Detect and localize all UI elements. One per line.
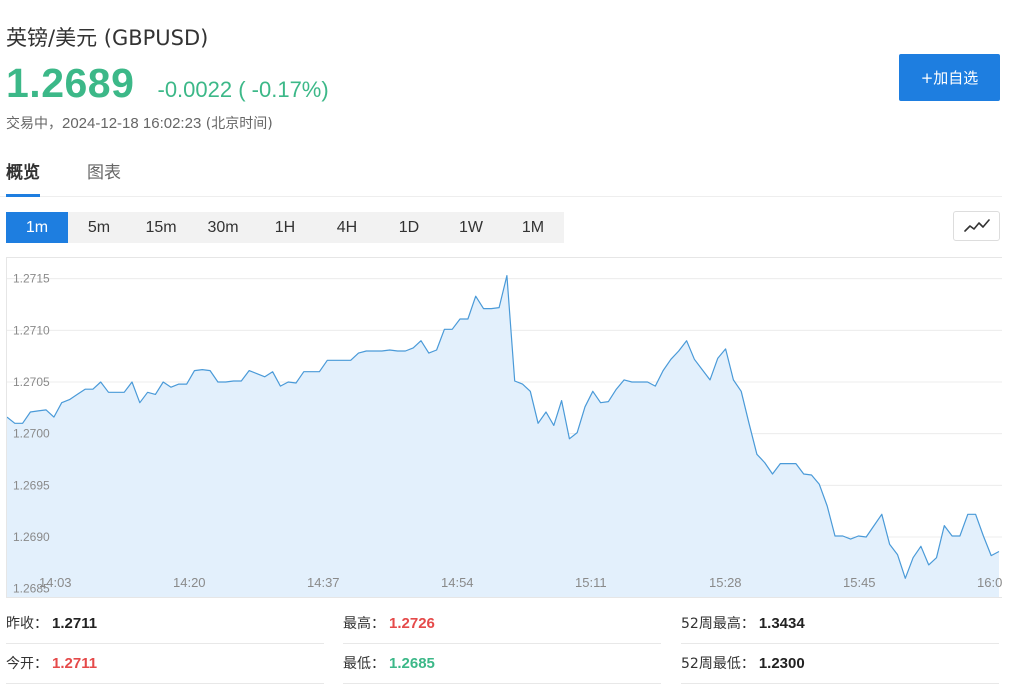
- x-tick-label: 15:28: [709, 575, 742, 590]
- x-tick-label: 14:37: [307, 575, 340, 590]
- period-4h[interactable]: 4H: [336, 218, 358, 236]
- x-tick-label: 16:0: [977, 575, 1002, 590]
- status-timestamp: 2024-12-18 16:02:23: [62, 115, 202, 132]
- stat-label: 52周最低：: [681, 656, 755, 672]
- stat-52w-high: 52周最高： 1.3434: [681, 604, 999, 644]
- stat-open: 今开： 1.2711: [6, 644, 324, 684]
- x-tick-label: 14:54: [441, 575, 474, 590]
- price-chart-svg: 1.2685 1.2690 1.2695 1.2700 1.2705 1.2710 1.27…: [7, 272, 1002, 597]
- period-1d[interactable]: 1D: [398, 218, 420, 236]
- tab-chart[interactable]: 图表: [87, 163, 121, 183]
- stat-label: 52周最高：: [681, 616, 755, 632]
- x-tick-label: 14:03: [39, 575, 72, 590]
- y-tick-label: 1.2690: [13, 530, 50, 544]
- price-change: -0.0022 ( -0.17%): [157, 77, 329, 102]
- stat-high: 最高： 1.2726: [343, 604, 661, 644]
- tab-bar: 概览 图表: [0, 160, 1002, 197]
- price-chart[interactable]: 1.2685 1.2690 1.2695 1.2700 1.2705 1.2710 1.27…: [6, 257, 1002, 598]
- period-30m[interactable]: 30m: [207, 218, 239, 236]
- stat-value: 1.2726: [389, 615, 435, 632]
- y-tick-label: 1.2710: [13, 323, 50, 337]
- period-5m[interactable]: 5m: [87, 218, 111, 236]
- stat-value: 1.2711: [52, 655, 98, 672]
- period-1h[interactable]: 1H: [274, 218, 296, 236]
- stat-value: 1.2300: [758, 655, 805, 672]
- x-tick-label: 14:20: [173, 575, 206, 590]
- price-line: [7, 275, 1000, 579]
- y-tick-label: 1.2700: [13, 427, 50, 441]
- stat-value: 1.3434: [758, 615, 805, 632]
- trading-status: 交易中，2024-12-18 16:02:23 (北京时间): [6, 113, 273, 133]
- stat-value: 1.2685: [389, 655, 435, 672]
- period-1mo[interactable]: 1M: [521, 218, 545, 236]
- stat-label: 最低：: [343, 656, 385, 672]
- stat-label: 昨收：: [6, 616, 48, 632]
- stat-prev-close: 昨收： 1.2711: [6, 604, 324, 644]
- y-tick-label: 1.2705: [13, 375, 50, 389]
- stat-label: 最高：: [343, 616, 385, 632]
- tab-overview[interactable]: 概览: [6, 160, 40, 197]
- x-tick-label: 15:45: [843, 575, 876, 590]
- stat-value: 1.2711: [52, 615, 98, 632]
- last-price: 1.2689: [6, 60, 135, 106]
- x-tick-label: 15:11: [575, 575, 607, 590]
- stat-52w-low: 52周最低： 1.2300: [681, 644, 999, 684]
- price-area: [7, 275, 999, 597]
- y-tick-label: 1.2715: [13, 272, 50, 286]
- period-1m[interactable]: 1m: [6, 212, 68, 243]
- status-label: 交易中，: [6, 116, 62, 132]
- add-to-watchlist-button[interactable]: +加自选: [899, 54, 1000, 101]
- stat-low: 最低： 1.2685: [343, 644, 661, 684]
- period-15m[interactable]: 15m: [145, 218, 177, 236]
- status-timezone: (北京时间): [201, 116, 273, 132]
- y-tick-label: 1.2685: [13, 582, 50, 596]
- price-row: 1.2689 -0.0022 ( -0.17%): [6, 60, 329, 108]
- period-1w[interactable]: 1W: [459, 218, 483, 236]
- chart-type-toggle[interactable]: [953, 211, 1000, 241]
- y-tick-label: 1.2695: [13, 478, 50, 492]
- instrument-title: 英镑/美元 (GBPUSD): [6, 26, 209, 50]
- line-chart-icon: [963, 219, 990, 232]
- stat-label: 今开：: [6, 656, 48, 672]
- period-selector: 1m 5m 15m 30m 1H 4H 1D 1W 1M: [6, 212, 564, 243]
